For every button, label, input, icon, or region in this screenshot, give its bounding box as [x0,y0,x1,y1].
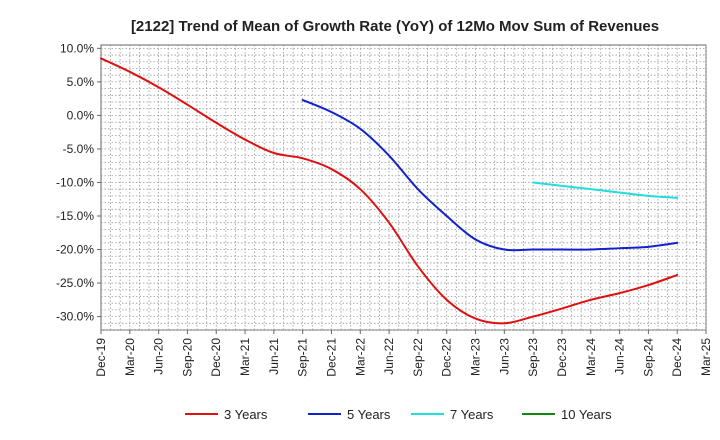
x-tick-label: Sep-21 [296,338,310,377]
x-tick-label: Jun-22 [382,338,396,375]
y-tick-label: 5.0% [67,75,95,89]
y-tick-label: 10.0% [60,41,94,55]
x-tick-label: Sep-23 [526,338,540,377]
grid [100,44,707,331]
y-tick-label: 0.0% [67,108,95,122]
x-tick-label: Sep-20 [180,338,194,377]
y-tick-label: -25.0% [56,276,94,290]
y-tick-label: -15.0% [56,209,94,223]
x-tick-label: Dec-22 [440,338,454,377]
x-tick-label: Jun-24 [613,338,627,375]
series-line-5-years [301,98,679,252]
y-tick-label: -10.0% [56,175,94,189]
x-tick-label: Sep-22 [411,338,425,377]
chart-title: [2122] Trend of Mean of Growth Rate (YoY… [131,18,659,35]
y-tick-label: -20.0% [56,243,94,257]
x-tick-label: Mar-23 [469,338,483,376]
x-tick-label: Mar-21 [238,338,252,376]
y-axis: 10.0% 5.0% 0.0% -5.0% -10.0% -15.0% -20.0% -25.… [56,41,101,324]
x-tick-label: Mar-25 [699,338,713,376]
x-tick-label: Jun-20 [152,338,166,375]
x-tick-label: Dec-23 [555,338,569,377]
y-tick-label: -30.0% [56,310,94,324]
legend-label-10-years: 10 Years [561,407,612,422]
legend-label-3-years: 3 Years [224,407,268,422]
series-line-7-years [532,181,679,199]
x-tick-label: Dec-24 [670,338,684,377]
x-tick-label: Mar-20 [123,338,137,376]
x-axis: Dec-19 Mar-20 Jun-20 Sep-20 Dec-20 Mar-21 Jun-… [94,330,713,377]
x-tick-label: Sep-24 [641,338,655,377]
legend: 3 Years 5 Years 7 Years 10 Years [185,407,612,422]
x-tick-label: Dec-19 [94,338,108,377]
legend-label-7-years: 7 Years [450,407,494,422]
x-tick-label: Mar-24 [584,338,598,376]
legend-label-5-years: 5 Years [347,407,391,422]
y-tick-label: -5.0% [63,142,95,156]
x-tick-label: Dec-20 [209,338,223,377]
x-tick-label: Jun-23 [497,338,511,375]
series-line-3-years [100,57,679,325]
x-tick-label: Jun-21 [267,338,281,375]
plot-area [100,44,707,331]
series-group [100,57,679,325]
x-tick-label: Mar-22 [353,338,367,376]
x-tick-label: Dec-21 [324,338,338,377]
